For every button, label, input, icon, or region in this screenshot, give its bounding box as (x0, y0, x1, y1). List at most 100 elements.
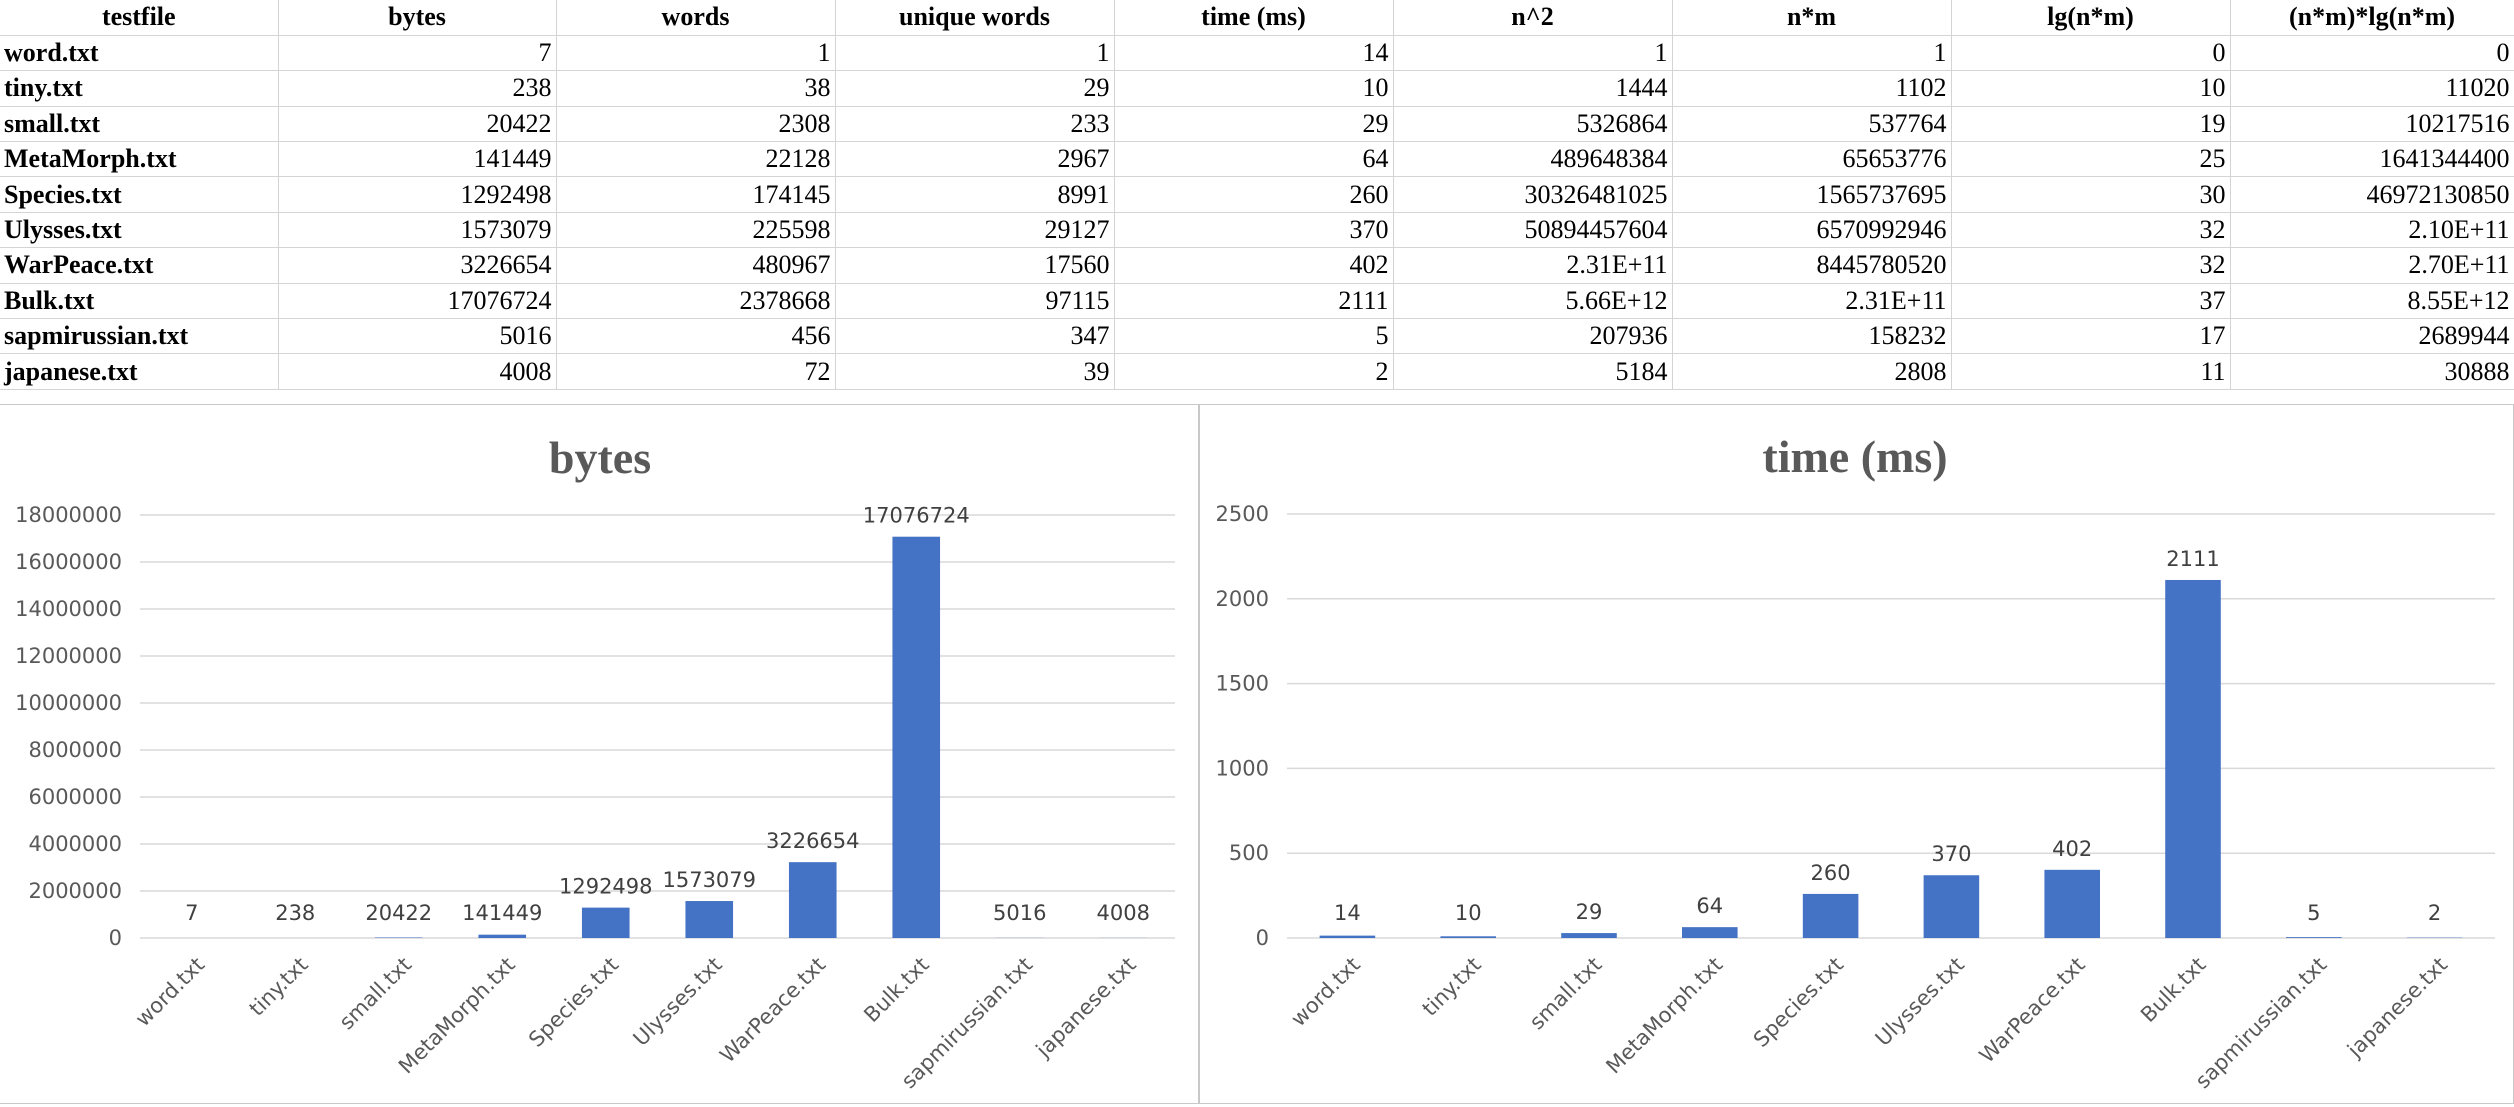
cell-testfile[interactable]: sapmirussian.txt (0, 318, 279, 355)
cell-n-times-m[interactable]: 2.31E+11 (1672, 283, 1952, 320)
cell-n-times-m[interactable]: 1565737695 (1672, 176, 1952, 213)
cell-n-squared[interactable]: 489648384 (1393, 141, 1673, 178)
cell-testfile[interactable]: Ulysses.txt (0, 212, 279, 249)
cell-nm-lg-nm[interactable]: 0 (2230, 35, 2514, 72)
cell-time[interactable]: 14 (1114, 35, 1394, 72)
bar[interactable] (685, 901, 734, 938)
cell-n-squared[interactable]: 30326481025 (1393, 176, 1673, 213)
cell-nm-lg-nm[interactable]: 10217516 (2230, 106, 2514, 143)
cell-words[interactable]: 456 (556, 318, 836, 355)
cell-nm-lg-nm[interactable]: 46972130850 (2230, 176, 2514, 213)
cell-unique-words[interactable]: 8991 (835, 176, 1115, 213)
cell-testfile[interactable]: tiny.txt (0, 70, 279, 107)
cell-n-squared[interactable]: 5184 (1393, 353, 1673, 390)
cell-n-times-m[interactable]: 8445780520 (1672, 247, 1952, 284)
bar[interactable] (1561, 933, 1617, 938)
cell-words[interactable]: 2308 (556, 106, 836, 143)
bar[interactable] (892, 536, 941, 938)
cell-bytes[interactable]: 4008 (278, 353, 557, 390)
cell-testfile[interactable]: word.txt (0, 35, 279, 72)
cell-words[interactable]: 22128 (556, 141, 836, 178)
cell-unique-words[interactable]: 1 (835, 35, 1115, 72)
bar[interactable] (1682, 927, 1738, 938)
header-lg-nm[interactable]: lg(n*m) (1951, 0, 2231, 36)
header-time[interactable]: time (ms) (1114, 0, 1394, 36)
cell-testfile[interactable]: MetaMorph.txt (0, 141, 279, 178)
cell-unique-words[interactable]: 29127 (835, 212, 1115, 249)
cell-nm-lg-nm[interactable]: 11020 (2230, 70, 2514, 107)
cell-lg-nm[interactable]: 30 (1951, 176, 2231, 213)
cell-bytes[interactable]: 238 (278, 70, 557, 107)
header-nm-lg-nm[interactable]: (n*m)*lg(n*m) (2230, 0, 2514, 36)
cell-testfile[interactable]: japanese.txt (0, 353, 279, 390)
cell-n-squared[interactable]: 5326864 (1393, 106, 1673, 143)
bar[interactable] (1923, 875, 1980, 938)
cell-unique-words[interactable]: 39 (835, 353, 1115, 390)
cell-lg-nm[interactable]: 11 (1951, 353, 2231, 390)
cell-time[interactable]: 64 (1114, 141, 1394, 178)
header-unique-words[interactable]: unique words (835, 0, 1115, 36)
cell-words[interactable]: 38 (556, 70, 836, 107)
cell-unique-words[interactable]: 2967 (835, 141, 1115, 178)
bar[interactable] (1440, 936, 1496, 938)
cell-time[interactable]: 2111 (1114, 283, 1394, 320)
cell-n-squared[interactable]: 1444 (1393, 70, 1673, 107)
bar[interactable] (478, 934, 527, 938)
cell-n-times-m[interactable]: 2808 (1672, 353, 1952, 390)
cell-lg-nm[interactable]: 37 (1951, 283, 2231, 320)
cell-bytes[interactable]: 17076724 (278, 283, 557, 320)
cell-nm-lg-nm[interactable]: 8.55E+12 (2230, 283, 2514, 320)
cell-time[interactable]: 29 (1114, 106, 1394, 143)
cell-unique-words[interactable]: 97115 (835, 283, 1115, 320)
cell-unique-words[interactable]: 233 (835, 106, 1115, 143)
cell-words[interactable]: 174145 (556, 176, 836, 213)
header-n-times-m[interactable]: n*m (1672, 0, 1952, 36)
cell-n-squared[interactable]: 2.31E+11 (1393, 247, 1673, 284)
cell-time[interactable]: 5 (1114, 318, 1394, 355)
cell-time[interactable]: 370 (1114, 212, 1394, 249)
bar[interactable] (2286, 937, 2342, 938)
cell-nm-lg-nm[interactable]: 1641344400 (2230, 141, 2514, 178)
bar[interactable] (1319, 935, 1376, 938)
cell-unique-words[interactable]: 29 (835, 70, 1115, 107)
cell-nm-lg-nm[interactable]: 30888 (2230, 353, 2514, 390)
cell-lg-nm[interactable]: 32 (1951, 212, 2231, 249)
cell-bytes[interactable]: 3226654 (278, 247, 557, 284)
cell-n-squared[interactable]: 50894457604 (1393, 212, 1673, 249)
bytes-chart[interactable]: bytes 0 2000000 4000000 6000000 8000000 100000… (0, 404, 1199, 1104)
cell-time[interactable]: 260 (1114, 176, 1394, 213)
cell-bytes[interactable]: 20422 (278, 106, 557, 143)
cell-n-squared[interactable]: 5.66E+12 (1393, 283, 1673, 320)
cell-time[interactable]: 402 (1114, 247, 1394, 284)
cell-n-times-m[interactable]: 65653776 (1672, 141, 1952, 178)
cell-testfile[interactable]: Species.txt (0, 176, 279, 213)
cell-time[interactable]: 10 (1114, 70, 1394, 107)
bar[interactable] (581, 907, 630, 938)
cell-lg-nm[interactable]: 32 (1951, 247, 2231, 284)
cell-time[interactable]: 2 (1114, 353, 1394, 390)
header-bytes[interactable]: bytes (278, 0, 557, 36)
cell-lg-nm[interactable]: 0 (1951, 35, 2231, 72)
cell-words[interactable]: 2378668 (556, 283, 836, 320)
cell-n-times-m[interactable]: 6570992946 (1672, 212, 1952, 249)
bar[interactable] (1802, 893, 1859, 938)
cell-unique-words[interactable]: 347 (835, 318, 1115, 355)
cell-words[interactable]: 72 (556, 353, 836, 390)
cell-words[interactable]: 1 (556, 35, 836, 72)
cell-nm-lg-nm[interactable]: 2689944 (2230, 318, 2514, 355)
cell-lg-nm[interactable]: 19 (1951, 106, 2231, 143)
cell-nm-lg-nm[interactable]: 2.10E+11 (2230, 212, 2514, 249)
cell-bytes[interactable]: 5016 (278, 318, 557, 355)
cell-lg-nm[interactable]: 17 (1951, 318, 2231, 355)
cell-nm-lg-nm[interactable]: 2.70E+11 (2230, 247, 2514, 284)
cell-n-squared[interactable]: 1 (1393, 35, 1673, 72)
cell-n-times-m[interactable]: 1 (1672, 35, 1952, 72)
cell-lg-nm[interactable]: 10 (1951, 70, 2231, 107)
cell-bytes[interactable]: 1292498 (278, 176, 557, 213)
cell-lg-nm[interactable]: 25 (1951, 141, 2231, 178)
header-testfile[interactable]: testfile (0, 0, 279, 36)
header-words[interactable]: words (556, 0, 836, 36)
cell-n-times-m[interactable]: 158232 (1672, 318, 1952, 355)
cell-testfile[interactable]: WarPeace.txt (0, 247, 279, 284)
header-n-squared[interactable]: n^2 (1393, 0, 1673, 36)
